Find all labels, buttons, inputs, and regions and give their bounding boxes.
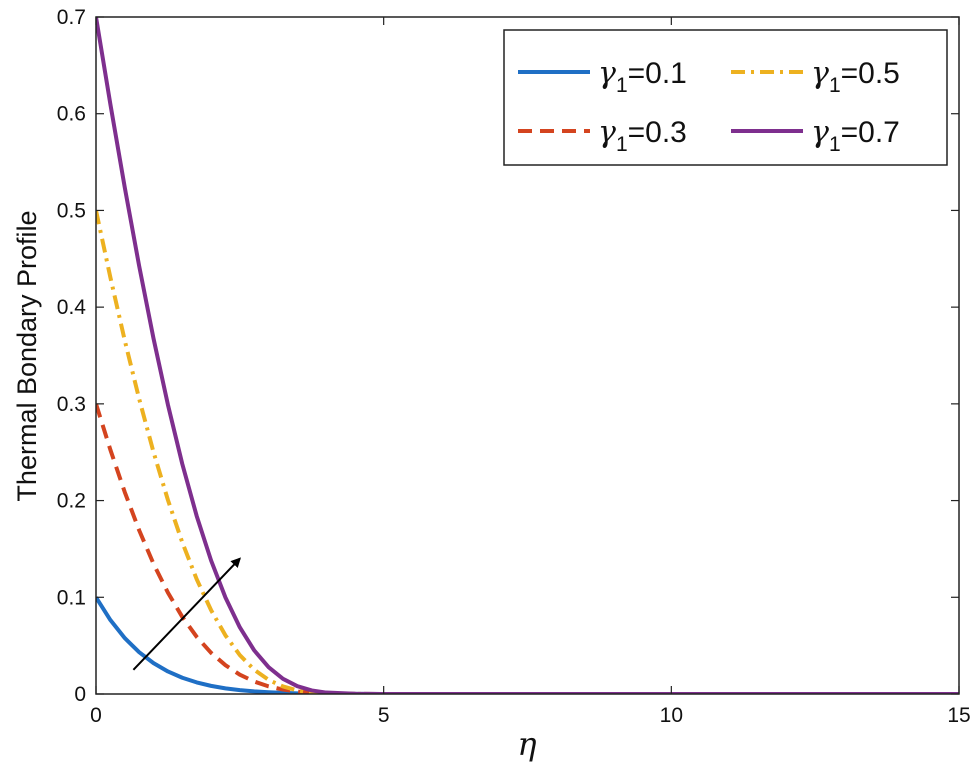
y-tick-label: 0.2 [57,490,86,513]
x-tick-label: 0 [90,704,102,727]
legend-label: γ1=0.5 [811,56,900,97]
legend-label: γ1=0.3 [598,115,687,156]
series-line-3 [96,210,959,694]
y-tick-label: 0 [74,683,86,706]
y-axis-label: Thermal Bondary Profile [12,210,42,501]
y-tick-label: 0.3 [57,393,86,416]
series-line-2 [96,403,959,694]
x-axis-label: η [517,725,536,763]
legend-label: γ1=0.1 [598,56,687,97]
x-tick-label: 10 [660,704,683,727]
y-tick-label: 0.6 [57,103,86,126]
y-tick-label: 0.5 [57,199,86,222]
series-line-1 [96,596,959,694]
x-tick-label: 15 [947,704,970,727]
ticks-layer: 0 5 10 15 0 0.1 0.2 0.3 0.4 0.5 0.6 0.7 [57,6,971,727]
y-tick-label: 0.4 [57,296,87,319]
plot-frame [95,16,960,695]
legend: γ1=0.1 γ1=0.5 γ1=0.3 γ1=0.7 [503,29,948,166]
legend-label: γ1=0.7 [811,115,900,156]
annotation-layer [132,557,241,671]
x-tick-label: 5 [378,704,390,727]
series-layer [96,17,959,694]
y-tick-label: 0.7 [57,6,86,29]
y-tick-label: 0.1 [57,586,86,609]
series-line-4 [96,17,959,694]
trend-arrow [132,557,241,671]
legend-box [503,29,948,166]
